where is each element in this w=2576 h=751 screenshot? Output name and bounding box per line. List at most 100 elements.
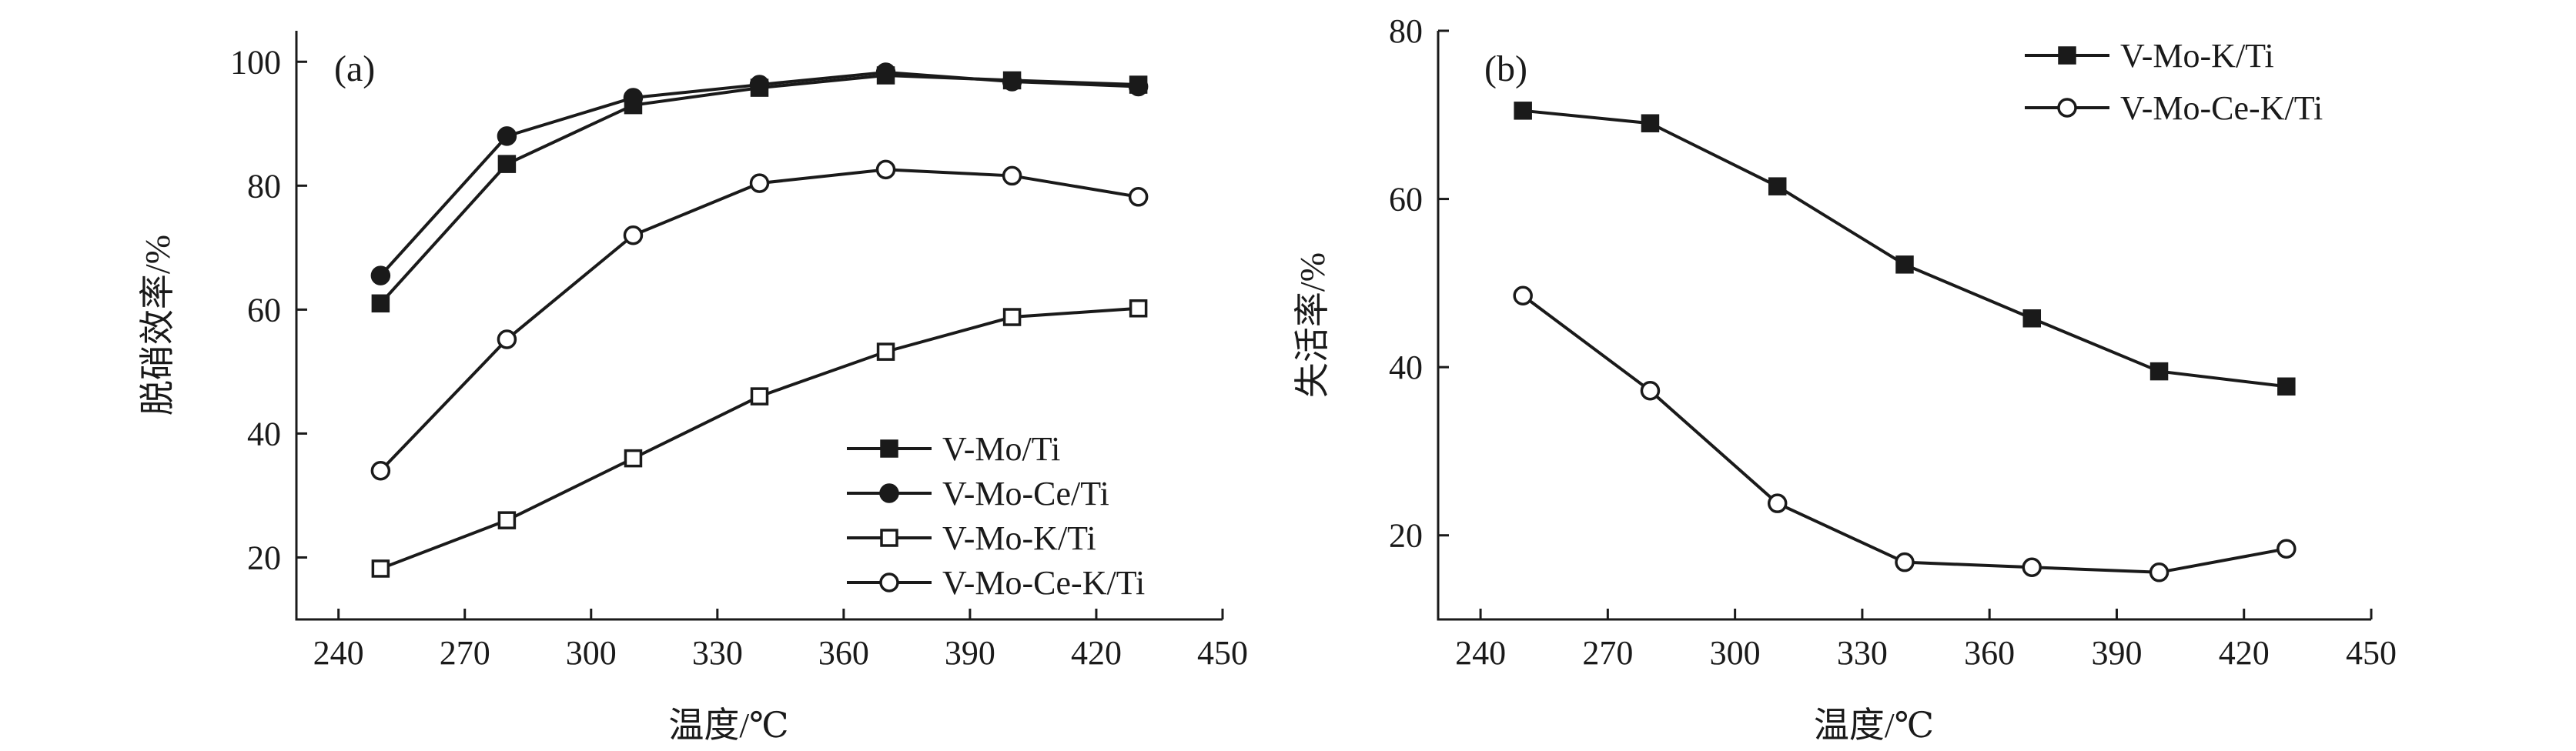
legend-label: V-Mo-K/Ti	[2120, 37, 2274, 75]
data-point	[876, 342, 895, 361]
x-tick-label: 270	[1582, 634, 1633, 672]
legend-marker	[2058, 46, 2076, 65]
y-tick-label: 60	[247, 291, 281, 329]
legend-marker	[879, 483, 899, 503]
x-tick-label: 360	[818, 634, 869, 672]
panel-a-plot: 240 270 300 330 360 390 420 450 20 40 60 80 100 温度/℃ 脱…	[138, 31, 1248, 745]
x-tick-label: 390	[2091, 634, 2142, 672]
x-tick-label: 330	[692, 634, 743, 672]
x-tick-label: 240	[1455, 634, 1506, 672]
data-point	[1128, 187, 1149, 207]
legend-entry: V-Mo-K/Ti	[2025, 37, 2274, 75]
series-v-mo-ce-k-ti	[370, 159, 1149, 481]
chart-panel-a: (a) 240 270 300 330 360 390 420 450 20 40 60 80 100 温…	[138, 31, 1248, 745]
data-point	[370, 460, 391, 481]
data-point	[624, 449, 643, 468]
data-point	[2022, 309, 2042, 328]
chart-panel-b: (b) 240 270 300 330 360 390 420 450 20 40 60 80 温度/℃…	[1293, 12, 2397, 745]
data-point	[371, 559, 390, 578]
legend-marker	[2057, 98, 2077, 118]
y-axis-title: 脱硝效率/%	[138, 235, 177, 416]
legend-label: V-Mo-Ce/Ti	[942, 475, 1109, 512]
series-v-mo-k-ti	[371, 299, 1148, 578]
data-point	[2149, 362, 2169, 381]
data-point	[1767, 493, 1788, 513]
series-line	[379, 168, 1139, 472]
data-point	[497, 511, 517, 529]
data-point	[1002, 308, 1022, 326]
legend-entry: V-Mo-Ce-K/Ti	[847, 564, 1145, 602]
data-point	[2149, 562, 2170, 582]
x-tick-label: 240	[313, 634, 364, 672]
x-tick-label: 420	[1071, 634, 1122, 672]
legend-label: V-Mo-K/Ti	[942, 519, 1096, 557]
axis-frame	[1437, 31, 2371, 621]
data-point	[623, 225, 644, 245]
data-point	[1514, 102, 1532, 120]
legend-label: V-Mo-Ce-K/Ti	[2120, 89, 2323, 127]
data-point	[497, 329, 517, 349]
x-tick-label: 390	[945, 634, 995, 672]
y-tick-label: 20	[247, 539, 281, 576]
panel-b-plot: 240 270 300 330 360 390 420 450 20 40 60 80 温度/℃ 失活率/…	[1293, 12, 2397, 745]
series-v-mo-k-ti	[1514, 102, 2296, 396]
x-tick-label: 420	[2219, 634, 2270, 672]
legend-entry: V-Mo-K/Ti	[847, 519, 1096, 557]
data-point	[749, 75, 770, 95]
data-point	[497, 126, 517, 146]
x-tick-label: 360	[1964, 634, 2015, 672]
series-line	[1522, 108, 2287, 389]
legend-label: V-Mo-Ce-K/Ti	[942, 564, 1145, 602]
x-tick-label: 450	[1197, 634, 1248, 672]
data-point	[1641, 114, 1660, 132]
series-v-mo-ce-k-ti	[1513, 285, 2297, 582]
series-line	[1521, 294, 2287, 574]
data-point	[1002, 165, 1022, 186]
data-point	[371, 294, 390, 313]
data-point	[1640, 380, 1661, 401]
data-point	[875, 62, 896, 82]
data-point	[1768, 177, 1787, 195]
x-tick-label: 330	[1837, 634, 1888, 672]
axis-frame	[295, 31, 1223, 621]
data-point	[875, 159, 896, 180]
legend-marker	[880, 439, 898, 458]
x-tick-label: 300	[566, 634, 617, 672]
data-point	[370, 265, 391, 285]
panel-b-label: (b)	[1484, 48, 1527, 89]
y-tick-label: 80	[247, 167, 281, 205]
y-axis-title: 失活率/%	[1293, 252, 1332, 398]
legend-marker	[880, 529, 898, 547]
y-tick-label: 20	[1389, 517, 1423, 555]
legend-label: V-Mo/Ti	[942, 430, 1060, 468]
data-point	[1895, 552, 1915, 572]
data-point	[1895, 255, 1914, 274]
x-axis-title: 温度/℃	[1814, 706, 1934, 745]
data-point	[750, 387, 769, 406]
y-tick-label: 100	[230, 43, 281, 81]
y-tick-label: 80	[1389, 12, 1423, 50]
data-point	[749, 173, 770, 193]
data-point	[497, 155, 517, 173]
data-point	[1513, 285, 1533, 305]
data-point	[2022, 557, 2042, 577]
data-point	[2277, 377, 2296, 396]
data-point	[1002, 72, 1022, 92]
legend-entry: V-Mo/Ti	[847, 430, 1060, 468]
y-tick-label: 60	[1389, 181, 1423, 219]
x-tick-label: 300	[1710, 634, 1761, 672]
y-tick-label: 40	[1389, 349, 1423, 386]
data-point	[1128, 76, 1149, 97]
data-point	[2277, 539, 2297, 559]
x-tick-label: 450	[2346, 634, 2397, 672]
legend-entry: V-Mo-Ce-K/Ti	[2025, 89, 2323, 127]
legend-marker	[879, 572, 899, 592]
data-point	[1129, 299, 1148, 318]
x-tick-label: 270	[440, 634, 490, 672]
data-point	[623, 88, 644, 108]
legend-entry: V-Mo-Ce/Ti	[847, 475, 1109, 512]
series-v-mo-ce-ti	[370, 62, 1149, 285]
y-tick-label: 40	[247, 415, 281, 452]
x-axis-title: 温度/℃	[668, 706, 788, 745]
